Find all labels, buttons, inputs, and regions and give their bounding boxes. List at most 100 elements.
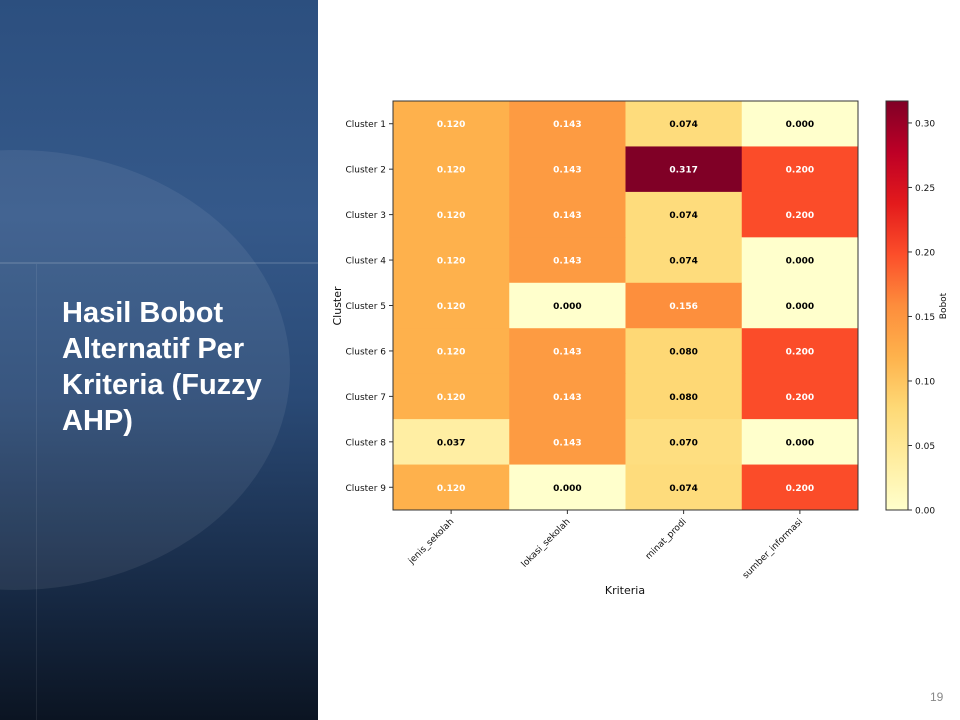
heatmap-cell [393, 464, 510, 511]
cell-value-label: 0.200 [786, 347, 814, 357]
heatmap-cell [625, 237, 743, 284]
heatmap-cell [741, 328, 859, 375]
cell-value-label: 0.120 [437, 484, 465, 494]
x-tick-label: minat_prodi [644, 517, 689, 562]
page-number: 19 [930, 690, 944, 704]
cell-value-label: 0.143 [553, 211, 581, 221]
cell-value-label: 0.200 [786, 211, 814, 221]
colorbar-tick-label: 0.05 [915, 442, 935, 452]
heatmap-cell [509, 237, 626, 284]
cell-value-label: 0.317 [669, 166, 697, 176]
heatmap-cell [509, 101, 626, 147]
cell-value-label: 0.200 [786, 166, 814, 176]
colorbar [885, 100, 909, 511]
cell-value-label: 0.000 [553, 484, 581, 494]
heatmap-cell [393, 146, 510, 193]
heatmap-cell [393, 237, 510, 284]
cell-value-label: 0.120 [437, 347, 465, 357]
heatmap-cell [509, 282, 626, 329]
y-tick-label: Cluster 2 [345, 166, 386, 176]
colorbar-tick-label: 0.20 [915, 248, 935, 258]
heatmap-cell [741, 373, 859, 420]
colorbar-label: Bobot [939, 292, 949, 319]
cell-value-label: 0.120 [437, 166, 465, 176]
heatmap-cell [625, 419, 743, 466]
cell-value-label: 0.000 [786, 257, 814, 267]
cell-value-label: 0.143 [553, 393, 581, 403]
colorbar-tick-label: 0.30 [915, 119, 935, 129]
heatmap-cell [393, 101, 510, 147]
cell-value-label: 0.074 [669, 120, 697, 130]
cell-value-label: 0.080 [669, 347, 697, 357]
decorative-band [0, 262, 318, 264]
heatmap-cell [741, 191, 859, 238]
heatmap-cell [393, 419, 510, 466]
y-tick-label: Cluster 4 [345, 257, 386, 267]
heatmap-cell [625, 464, 743, 511]
cell-value-label: 0.074 [669, 211, 697, 221]
heatmap-cell [741, 419, 859, 466]
cell-value-label: 0.000 [786, 120, 814, 130]
y-tick-label: Cluster 1 [345, 120, 386, 130]
heatmap-cell [625, 282, 743, 329]
y-tick-label: Cluster 3 [345, 211, 386, 221]
cell-value-label: 0.143 [553, 257, 581, 267]
cell-value-label: 0.120 [437, 257, 465, 267]
heatmap-cell [509, 191, 626, 238]
y-tick-label: Cluster 7 [345, 393, 386, 403]
x-tick-label: jenis_sekolah [406, 517, 456, 567]
cell-value-label: 0.143 [553, 347, 581, 357]
colorbar-tick-label: 0.00 [915, 507, 935, 517]
decorative-line [36, 264, 37, 720]
heatmap-cell [509, 146, 626, 193]
heatmap-cell [741, 146, 859, 193]
slide-title: Hasil Bobot Alternatif Per Kriteria (Fuz… [62, 297, 262, 437]
y-tick-label: Cluster 8 [345, 438, 386, 448]
heatmap-cell [509, 419, 626, 466]
cell-value-label: 0.120 [437, 302, 465, 312]
heatmap-cell [393, 373, 510, 420]
cell-value-label: 0.074 [669, 257, 697, 267]
cell-value-label: 0.070 [669, 438, 697, 448]
colorbar-tick-label: 0.25 [915, 184, 935, 194]
y-tick-label: Cluster 5 [345, 302, 386, 312]
cell-value-label: 0.080 [669, 393, 697, 403]
heatmap-cell [625, 191, 743, 238]
heatmap-cell [741, 101, 859, 147]
cell-value-label: 0.000 [786, 438, 814, 448]
colorbar-tick-label: 0.10 [915, 377, 935, 387]
cell-value-label: 0.143 [553, 166, 581, 176]
y-tick-label: Cluster 9 [345, 484, 386, 494]
cell-value-label: 0.120 [437, 393, 465, 403]
cell-value-label: 0.143 [553, 120, 581, 130]
heatmap-cell [625, 146, 743, 193]
cell-value-label: 0.120 [437, 211, 465, 221]
cell-value-label: 0.000 [786, 302, 814, 312]
colorbar-tick-label: 0.15 [915, 313, 935, 323]
x-tick-label: sumber_informasi [741, 517, 805, 581]
cell-value-label: 0.200 [786, 393, 814, 403]
heatmap-cell [509, 373, 626, 420]
cell-value-label: 0.037 [437, 438, 465, 448]
heatmap-cell [509, 464, 626, 511]
cell-value-label: 0.000 [553, 302, 581, 312]
x-axis-label: Kriteria [605, 584, 645, 597]
heatmap-cell [741, 237, 859, 284]
heatmap-cell [625, 373, 743, 420]
heatmap-cell [393, 282, 510, 329]
heatmap-cell [393, 191, 510, 238]
y-tick-label: Cluster 6 [345, 347, 386, 357]
title-panel [0, 0, 318, 720]
heatmap-cell [625, 101, 743, 147]
heatmap-cell [625, 328, 743, 375]
cell-value-label: 0.074 [669, 484, 697, 494]
cell-value-label: 0.156 [669, 302, 697, 312]
heatmap-cell [741, 464, 859, 511]
heatmap-cell [509, 328, 626, 375]
heatmap-cell [741, 282, 859, 329]
heatmap-cell [393, 328, 510, 375]
cell-value-label: 0.200 [786, 484, 814, 494]
y-axis-label: Cluster [331, 286, 344, 326]
x-tick-label: lokasi_sekolah [520, 517, 573, 570]
